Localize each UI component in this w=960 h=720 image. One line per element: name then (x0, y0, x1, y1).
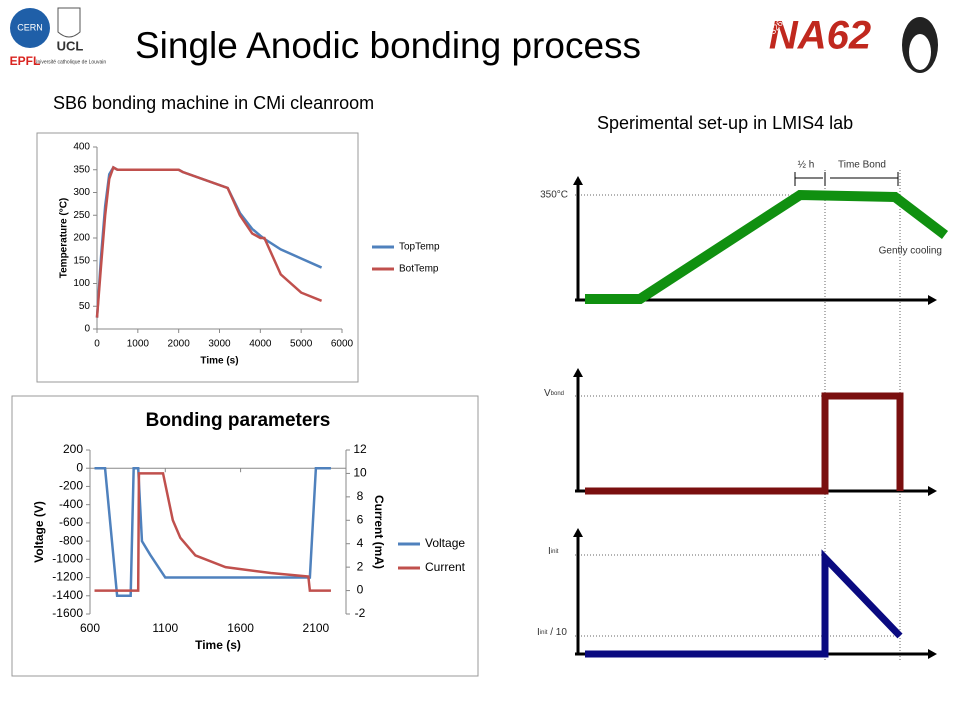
legend-label: BotTemp (399, 264, 439, 275)
label-main: V (544, 388, 551, 399)
ucl-text: UCL (57, 38, 84, 53)
y-tick-label: -1000 (52, 552, 83, 566)
current-profile (585, 549, 903, 658)
y2-tick-label: 12 (353, 442, 367, 456)
x-tick-label: 6000 (331, 339, 354, 350)
y-tick-label: 200 (63, 442, 83, 456)
legend-label: Voltage (425, 536, 465, 550)
iinit-label: Iinit (548, 546, 559, 557)
left-caption: SB6 bonding machine in CMi cleanroom (53, 93, 374, 113)
y-tick-label: -1200 (52, 570, 83, 584)
legend-label: TopTemp (399, 242, 440, 253)
y-tick-label: 50 (79, 301, 91, 312)
series-line (94, 472, 331, 592)
na62-logo: NA62 (769, 14, 871, 58)
time-bond-label: Time Bond (838, 160, 886, 171)
y2-tick-label: 8 (357, 489, 364, 503)
x-axis-label: Time (s) (200, 356, 238, 367)
temp-label: 350°C (540, 190, 568, 201)
y-axis-label: Temperature (°C) (59, 198, 70, 279)
cern-text: CERN (17, 22, 43, 32)
x-tick-label: 4000 (249, 339, 272, 350)
x-tick-label: 600 (80, 621, 100, 635)
y-tick-label: -400 (59, 497, 83, 511)
label-sub: bond (551, 391, 564, 397)
chart-title: Bonding parameters (146, 410, 331, 431)
y2-tick-label: -2 (355, 606, 366, 620)
x-tick-label: 1600 (227, 621, 254, 635)
series-line (95, 165, 323, 318)
temperature-profile (585, 189, 949, 304)
y-tick-label: 0 (76, 460, 83, 474)
x-axis-label: Time (s) (195, 638, 241, 652)
chart-frame (36, 132, 359, 383)
x-tick-label: 1100 (152, 621, 178, 635)
x-tick-label: 5000 (290, 339, 313, 350)
x-tick-label: 1000 (127, 339, 150, 350)
x-tick-label: 0 (94, 339, 100, 350)
series-line (94, 466, 331, 598)
y-tick-label: 100 (73, 278, 90, 289)
cooling-label: Gently cooling (879, 246, 942, 257)
vbond-label: Vbond (544, 388, 564, 399)
epfl-text: EPFL (10, 54, 41, 68)
y-tick-label: 300 (73, 187, 90, 198)
iinit10-label: Iinit / 10 (537, 627, 567, 638)
y2-tick-label: 0 (357, 583, 364, 597)
title: Single Anodic bonding process (135, 25, 641, 66)
y-tick-label: 250 (73, 210, 90, 221)
y2-tick-label: 4 (357, 536, 364, 550)
interval-arrows (794, 172, 899, 186)
y-tick-label: -1600 (52, 606, 83, 620)
y-tick-label: 350 (73, 164, 90, 175)
label-main: I (548, 546, 551, 557)
x-tick-label: 2100 (303, 621, 330, 635)
legend-label: Current (425, 560, 466, 574)
y2-axis-label: Current (mA) (372, 495, 386, 569)
axis-arrows (573, 176, 937, 659)
diagram-axes (575, 183, 930, 656)
y-tick-label: -1400 (52, 588, 83, 602)
voltage-profile (585, 392, 904, 495)
half-hour-label: ½ h (798, 160, 815, 171)
y2-tick-label: 2 (357, 559, 364, 573)
label-sub: init (551, 549, 559, 555)
y-tick-label: 200 (73, 233, 90, 244)
y-tick-label: -200 (59, 479, 83, 493)
y-tick-label: -600 (59, 515, 83, 529)
right-caption: Sperimental set-up in LMIS4 lab (597, 113, 853, 133)
y-tick-label: 150 (73, 255, 90, 266)
y-tick-label: -800 (59, 533, 83, 547)
ucl-sub: Université catholique de Louvain (34, 59, 106, 65)
y-tick-label: 0 (84, 324, 90, 335)
y2-tick-label: 6 (357, 512, 364, 526)
y-tick-label: 400 (73, 142, 90, 153)
y-axis-label: Voltage (V) (32, 501, 46, 563)
x-tick-label: 2000 (168, 339, 191, 350)
x-tick-label: 3000 (208, 339, 231, 350)
y2-tick-label: 10 (353, 466, 367, 480)
label-main: I (537, 627, 540, 638)
ucl-shield (57, 7, 81, 38)
penguin-belly (909, 34, 931, 70)
label-rest: / 10 (547, 627, 567, 638)
cern-logo (10, 8, 50, 48)
label-sub: init (540, 630, 548, 636)
